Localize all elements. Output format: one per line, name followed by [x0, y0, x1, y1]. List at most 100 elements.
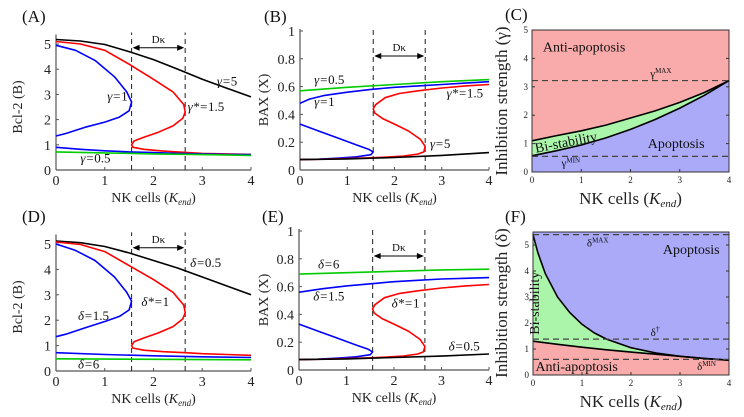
- annotation-value: 1: [121, 89, 128, 104]
- superscript: MAX: [655, 67, 671, 75]
- panel-label: (E): [262, 207, 284, 226]
- x-tick-label: 2: [629, 378, 634, 388]
- series-line-4: [299, 151, 490, 161]
- series-line-0: [55, 240, 252, 296]
- label-anti-apoptosis: Anti-apoptosis: [535, 360, 617, 375]
- label-bi-stability: Bi-stability: [528, 272, 543, 335]
- curve-annotation: γ=5: [430, 136, 450, 151]
- x-tick-label: 0: [530, 175, 535, 185]
- y-tick-label: 5: [44, 38, 51, 53]
- x-label-var: K: [408, 391, 419, 406]
- annotation-symbol: γ*=: [188, 99, 208, 114]
- dk-arrow-left-head: [132, 244, 140, 251]
- y-tick-label: 0.4: [277, 308, 295, 323]
- y-tick-label: 1: [524, 139, 529, 149]
- x-tick-label: 2: [150, 375, 157, 390]
- x-label-close: ): [191, 392, 196, 407]
- x-label-sub: end: [419, 197, 432, 207]
- symbol: γ: [649, 68, 655, 80]
- panel-b: (B)0 1 2 3 400.20.40.60.81Dκγ=0.5γ=1γ*=1.5γ=…: [257, 7, 493, 207]
- x-axis-label: NK cells (Kend): [579, 189, 682, 210]
- x-tick-label: 3: [678, 175, 683, 185]
- y-tick-label: 2: [524, 110, 529, 120]
- curve-annotation: δ=1.5: [78, 308, 109, 323]
- x-tick-label: 4: [248, 375, 255, 390]
- curve-annotation: δ*=1: [141, 294, 169, 309]
- y-tick-label: 4: [44, 263, 51, 278]
- annotation-value: 0.5: [328, 72, 344, 87]
- x-tick-label: 1: [344, 174, 351, 189]
- panel-label: (C): [505, 5, 528, 24]
- annotation-value: 6: [333, 257, 340, 272]
- annotation-value: 1.5: [328, 289, 344, 304]
- label-delta-max: δMAX: [587, 236, 609, 249]
- annotation-symbol: γ=: [107, 89, 121, 104]
- series-line-1: [55, 40, 252, 156]
- x-axis-label: NK cells (Kend): [580, 392, 683, 413]
- series-line-4: [55, 151, 252, 157]
- y-tick-label: 1: [288, 25, 295, 40]
- region-bi-stability: [533, 234, 729, 361]
- y-tick-label: 2: [44, 314, 51, 329]
- curve-annotation: γ=5: [217, 74, 237, 89]
- x-tick-label: 4: [727, 378, 732, 388]
- curve-annotation: δ=0.5: [449, 339, 480, 354]
- y-tick-label: 0.6: [278, 81, 296, 96]
- curve-annotation: γ=0.5: [80, 150, 110, 165]
- curve-annotation: γ=0.5: [314, 72, 344, 87]
- x-tick-label: 4: [727, 175, 732, 185]
- symbol: δ: [651, 327, 656, 339]
- dk-arrow-right-head: [416, 253, 424, 260]
- annotation-value: 0.5: [205, 255, 221, 270]
- series-line-2: [298, 323, 374, 361]
- label-gamma-max: γMAX: [649, 67, 671, 80]
- superscript: MIN: [702, 360, 716, 368]
- annotation-symbol: γ=: [314, 94, 328, 109]
- y-tick-label: 4: [524, 53, 529, 63]
- series-line-1: [299, 80, 490, 105]
- dk-arrow-right-head: [177, 44, 185, 51]
- x-axis-label: NK cells (Kend): [352, 191, 437, 207]
- y-tick-label: 5: [44, 238, 51, 253]
- x-label-main: NK cells (: [111, 392, 169, 407]
- x-label-main: NK cells (: [579, 189, 649, 208]
- x-label-var: K: [648, 189, 662, 208]
- label-apoptosis: Apoptosis: [663, 243, 720, 258]
- symbol: δ: [587, 237, 592, 249]
- y-tick-label: 0: [287, 364, 294, 379]
- annotation-symbol: δ=: [449, 339, 464, 354]
- annotation-value: 1: [413, 295, 420, 310]
- x-tick-label: 1: [101, 174, 108, 189]
- y-tick-label: 2: [44, 114, 51, 129]
- annotation-symbol: δ=: [318, 257, 333, 272]
- x-tick-label: 3: [438, 374, 445, 389]
- y-tick-label: 3: [44, 88, 51, 103]
- x-tick-label: 0: [53, 375, 60, 390]
- x-label-close: ): [191, 191, 196, 206]
- y-tick-label: 4: [525, 266, 530, 276]
- x-label-main: NK cells (: [111, 191, 169, 206]
- x-tick-label: 1: [580, 378, 585, 388]
- x-tick-label: 3: [438, 174, 445, 189]
- x-tick-label: 3: [678, 378, 683, 388]
- series-line-4: [298, 353, 490, 361]
- y-tick-label: 0.2: [278, 136, 296, 151]
- series-line-0: [298, 268, 490, 275]
- annotation-symbol: δ=: [313, 289, 328, 304]
- curve-annotation: δ=6: [318, 257, 340, 272]
- curve-annotation: γ=1: [314, 94, 334, 109]
- label-delta-dagger: δ†: [651, 325, 660, 339]
- y-tick-label: 1: [287, 225, 294, 240]
- y-tick-label: 3: [525, 292, 530, 302]
- x-label-close: ): [676, 189, 682, 208]
- panel-c: (C)0 1 2 3 4012345Anti-apoptosisApoptosisBi-…: [492, 5, 732, 210]
- dk-arrow-left-head: [374, 53, 382, 60]
- region-apoptosis: [532, 80, 729, 172]
- x-label-close: ): [432, 391, 437, 406]
- y-tick-label: 0: [524, 167, 529, 177]
- panel-label: (D): [22, 207, 46, 226]
- x-label-var: K: [409, 191, 420, 206]
- region-anti-apoptosis: [533, 341, 729, 375]
- series-line-0: [55, 38, 252, 98]
